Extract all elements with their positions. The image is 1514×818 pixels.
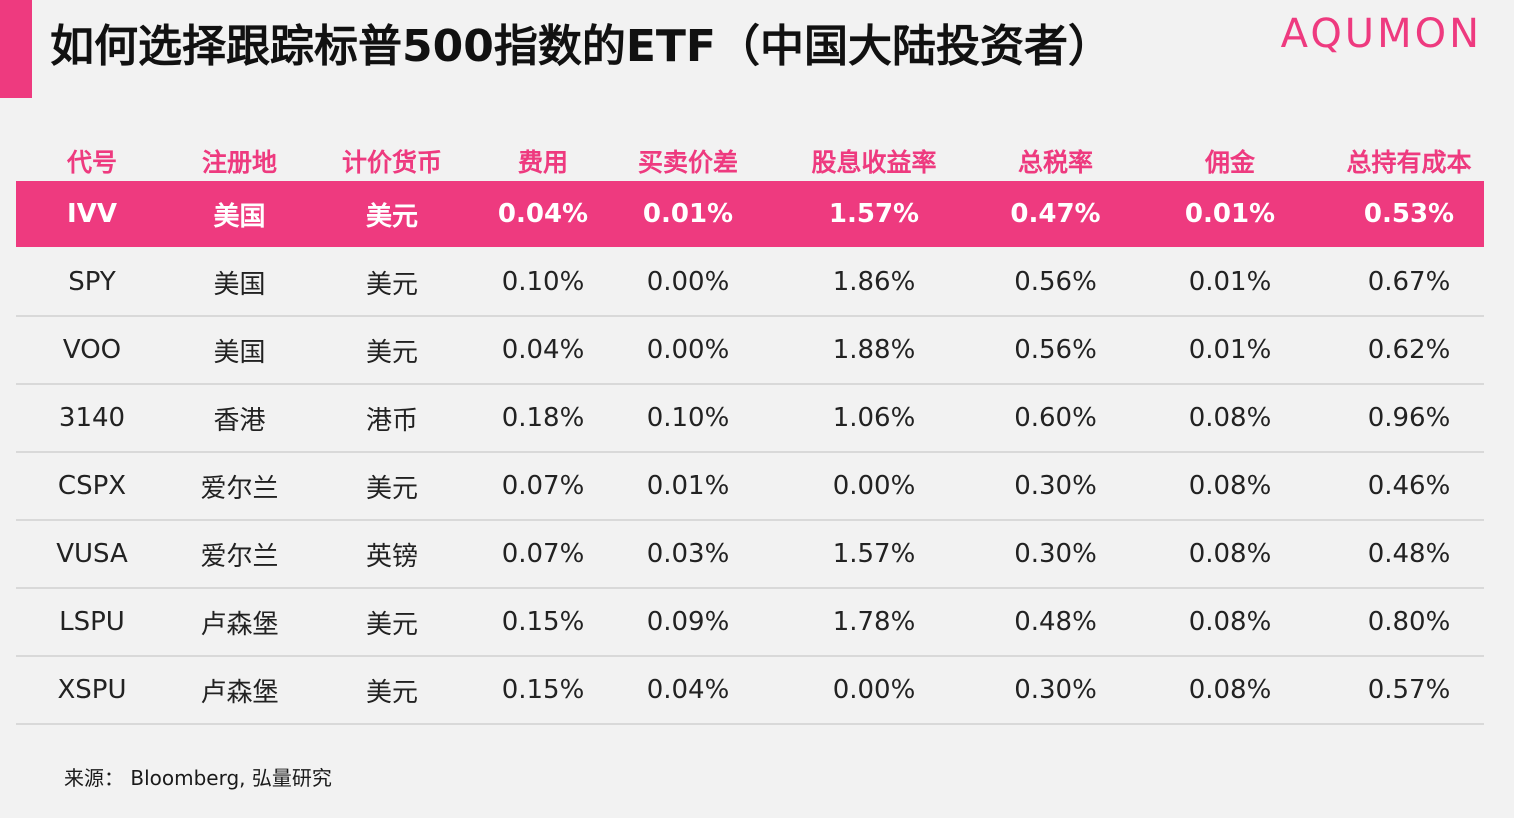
table-cell: 0.15% <box>501 675 585 705</box>
table-cell: 0.62% <box>1367 335 1451 365</box>
table-cell: 0.01% <box>642 199 734 229</box>
table-cell: 1.78% <box>832 607 916 637</box>
table-cell: 美国 <box>213 201 266 232</box>
brand-logo: AQUMON <box>1280 11 1482 57</box>
table-cell: 0.08% <box>1188 607 1272 637</box>
table-cell: 0.48% <box>1367 539 1451 569</box>
accent-bar <box>0 0 32 98</box>
table-cell: 爱尔兰 <box>200 541 279 572</box>
table-cell: 0.03% <box>646 539 730 569</box>
table-cell: 1.57% <box>828 199 920 229</box>
page-title: 如何选择跟踪标普500指数的ETF（中国大陆投资者） <box>50 21 1112 72</box>
column-header: 买卖价差 <box>637 147 738 177</box>
table-cell: 美国 <box>213 337 266 368</box>
table-cell: 0.01% <box>1188 267 1272 297</box>
etf-comparison-table: 代号 注册地 计价货币 费用 买卖价差 股息收益率 总税率 佣金 总持有成本 IVV 美国 美元 0.… <box>16 140 1484 725</box>
table-body: IVV 美国 美元 0.04% 0.01% 1.57% 0.47% 0.01% 0.53% SPY… <box>16 181 1484 725</box>
table-cell: LSPU <box>59 607 125 637</box>
table-cell: 0.01% <box>1184 199 1276 229</box>
column-header: 费用 <box>517 147 568 177</box>
table-cell: 0.04% <box>646 675 730 705</box>
table-cell: 0.08% <box>1188 539 1272 569</box>
table-header-row: 代号 注册地 计价货币 费用 买卖价差 股息收益率 总税率 佣金 总持有成本 <box>16 140 1484 181</box>
table-cell: 0.04% <box>501 335 585 365</box>
table-cell: XSPU <box>57 675 127 705</box>
table-cell: 美元 <box>365 677 418 708</box>
table-cell: 0.08% <box>1188 403 1272 433</box>
table-cell: 0.00% <box>646 267 730 297</box>
table-cell: 0.00% <box>646 335 730 365</box>
table-cell: 0.04% <box>497 199 589 229</box>
table-cell: 0.18% <box>501 403 585 433</box>
table-cell: VOO <box>62 335 122 365</box>
table-cell: 1.57% <box>832 539 916 569</box>
table-cell: 0.60% <box>1014 403 1097 433</box>
table-cell: SPY <box>68 267 116 297</box>
table-cell: IVV <box>67 199 117 229</box>
column-header: 佣金 <box>1204 147 1255 177</box>
table-cell: 美元 <box>365 473 418 504</box>
table-cell: 港币 <box>365 405 418 436</box>
table-cell: 1.88% <box>832 335 916 365</box>
table-cell: 0.53% <box>1363 199 1455 229</box>
column-header: 注册地 <box>201 147 277 177</box>
table-cell: VUSA <box>56 539 128 569</box>
table-cell: 0.56% <box>1014 267 1097 297</box>
table-row: VUSA 爱尔兰 英镑 0.07% 0.03% 1.57% 0.30% 0.08% 0.48% <box>16 521 1484 589</box>
table-cell: 1.86% <box>832 267 916 297</box>
table-row: 3140 香港 港币 0.18% 0.10% 1.06% 0.60% 0.08% 0.96% <box>16 385 1484 453</box>
table-cell: 0.08% <box>1188 471 1272 501</box>
table-cell: 0.08% <box>1188 675 1272 705</box>
table-cell: 0.01% <box>646 471 730 501</box>
table-cell: 英镑 <box>365 541 418 572</box>
table-cell: 美元 <box>365 201 418 232</box>
table-cell: 0.07% <box>501 471 585 501</box>
table-cell: 卢森堡 <box>200 609 279 640</box>
table-row: SPY 美国 美元 0.10% 0.00% 1.86% 0.56% 0.01% 0.67% <box>16 249 1484 317</box>
table-cell: 1.06% <box>832 403 916 433</box>
table-cell: 美元 <box>365 609 418 640</box>
table-cell: 0.30% <box>1014 471 1097 501</box>
table-cell: 0.15% <box>501 607 585 637</box>
table-cell: 0.30% <box>1014 539 1097 569</box>
column-header: 总税率 <box>1017 147 1093 177</box>
column-header: 总持有成本 <box>1346 147 1472 177</box>
table-cell: 0.01% <box>1188 335 1272 365</box>
table-cell: 美元 <box>365 269 418 300</box>
table-cell: 0.47% <box>1010 199 1101 229</box>
table-cell: 0.67% <box>1367 267 1451 297</box>
table-cell: 3140 <box>58 403 126 433</box>
source-note: 来源： Bloomberg, 弘量研究 <box>64 766 332 790</box>
column-header: 代号 <box>66 147 117 177</box>
table-cell: 0.96% <box>1367 403 1451 433</box>
table-cell: 卢森堡 <box>200 677 279 708</box>
table-cell: 0.56% <box>1014 335 1097 365</box>
table-cell: 爱尔兰 <box>200 473 279 504</box>
table-cell: 0.57% <box>1367 675 1451 705</box>
table-cell: 0.30% <box>1014 675 1097 705</box>
table-cell: 美元 <box>365 337 418 368</box>
table-row: LSPU 卢森堡 美元 0.15% 0.09% 1.78% 0.48% 0.08% 0.80% <box>16 589 1484 657</box>
table-row: VOO 美国 美元 0.04% 0.00% 1.88% 0.56% 0.01% 0.62% <box>16 317 1484 385</box>
table-cell: 美国 <box>213 269 266 300</box>
table-cell: 香港 <box>213 405 266 436</box>
table-cell: 0.09% <box>646 607 730 637</box>
table-row: CSPX 爱尔兰 美元 0.07% 0.01% 0.00% 0.30% 0.08% 0.46% <box>16 453 1484 521</box>
table-cell: 0.46% <box>1367 471 1451 501</box>
table-cell: 0.10% <box>501 267 585 297</box>
table-row-highlighted: IVV 美国 美元 0.04% 0.01% 1.57% 0.47% 0.01% 0.53% <box>16 181 1484 249</box>
table-cell: 0.10% <box>646 403 730 433</box>
table-cell: 0.00% <box>832 675 916 705</box>
table-row: XSPU 卢森堡 美元 0.15% 0.04% 0.00% 0.30% 0.08% 0.57% <box>16 657 1484 725</box>
table-cell: 0.00% <box>832 471 916 501</box>
table-cell: 0.48% <box>1014 607 1097 637</box>
table-cell: CSPX <box>57 471 127 501</box>
table-cell: 0.07% <box>501 539 585 569</box>
table-cell: 0.80% <box>1367 607 1451 637</box>
column-header: 股息收益率 <box>811 147 937 177</box>
column-header: 计价货币 <box>341 147 442 177</box>
